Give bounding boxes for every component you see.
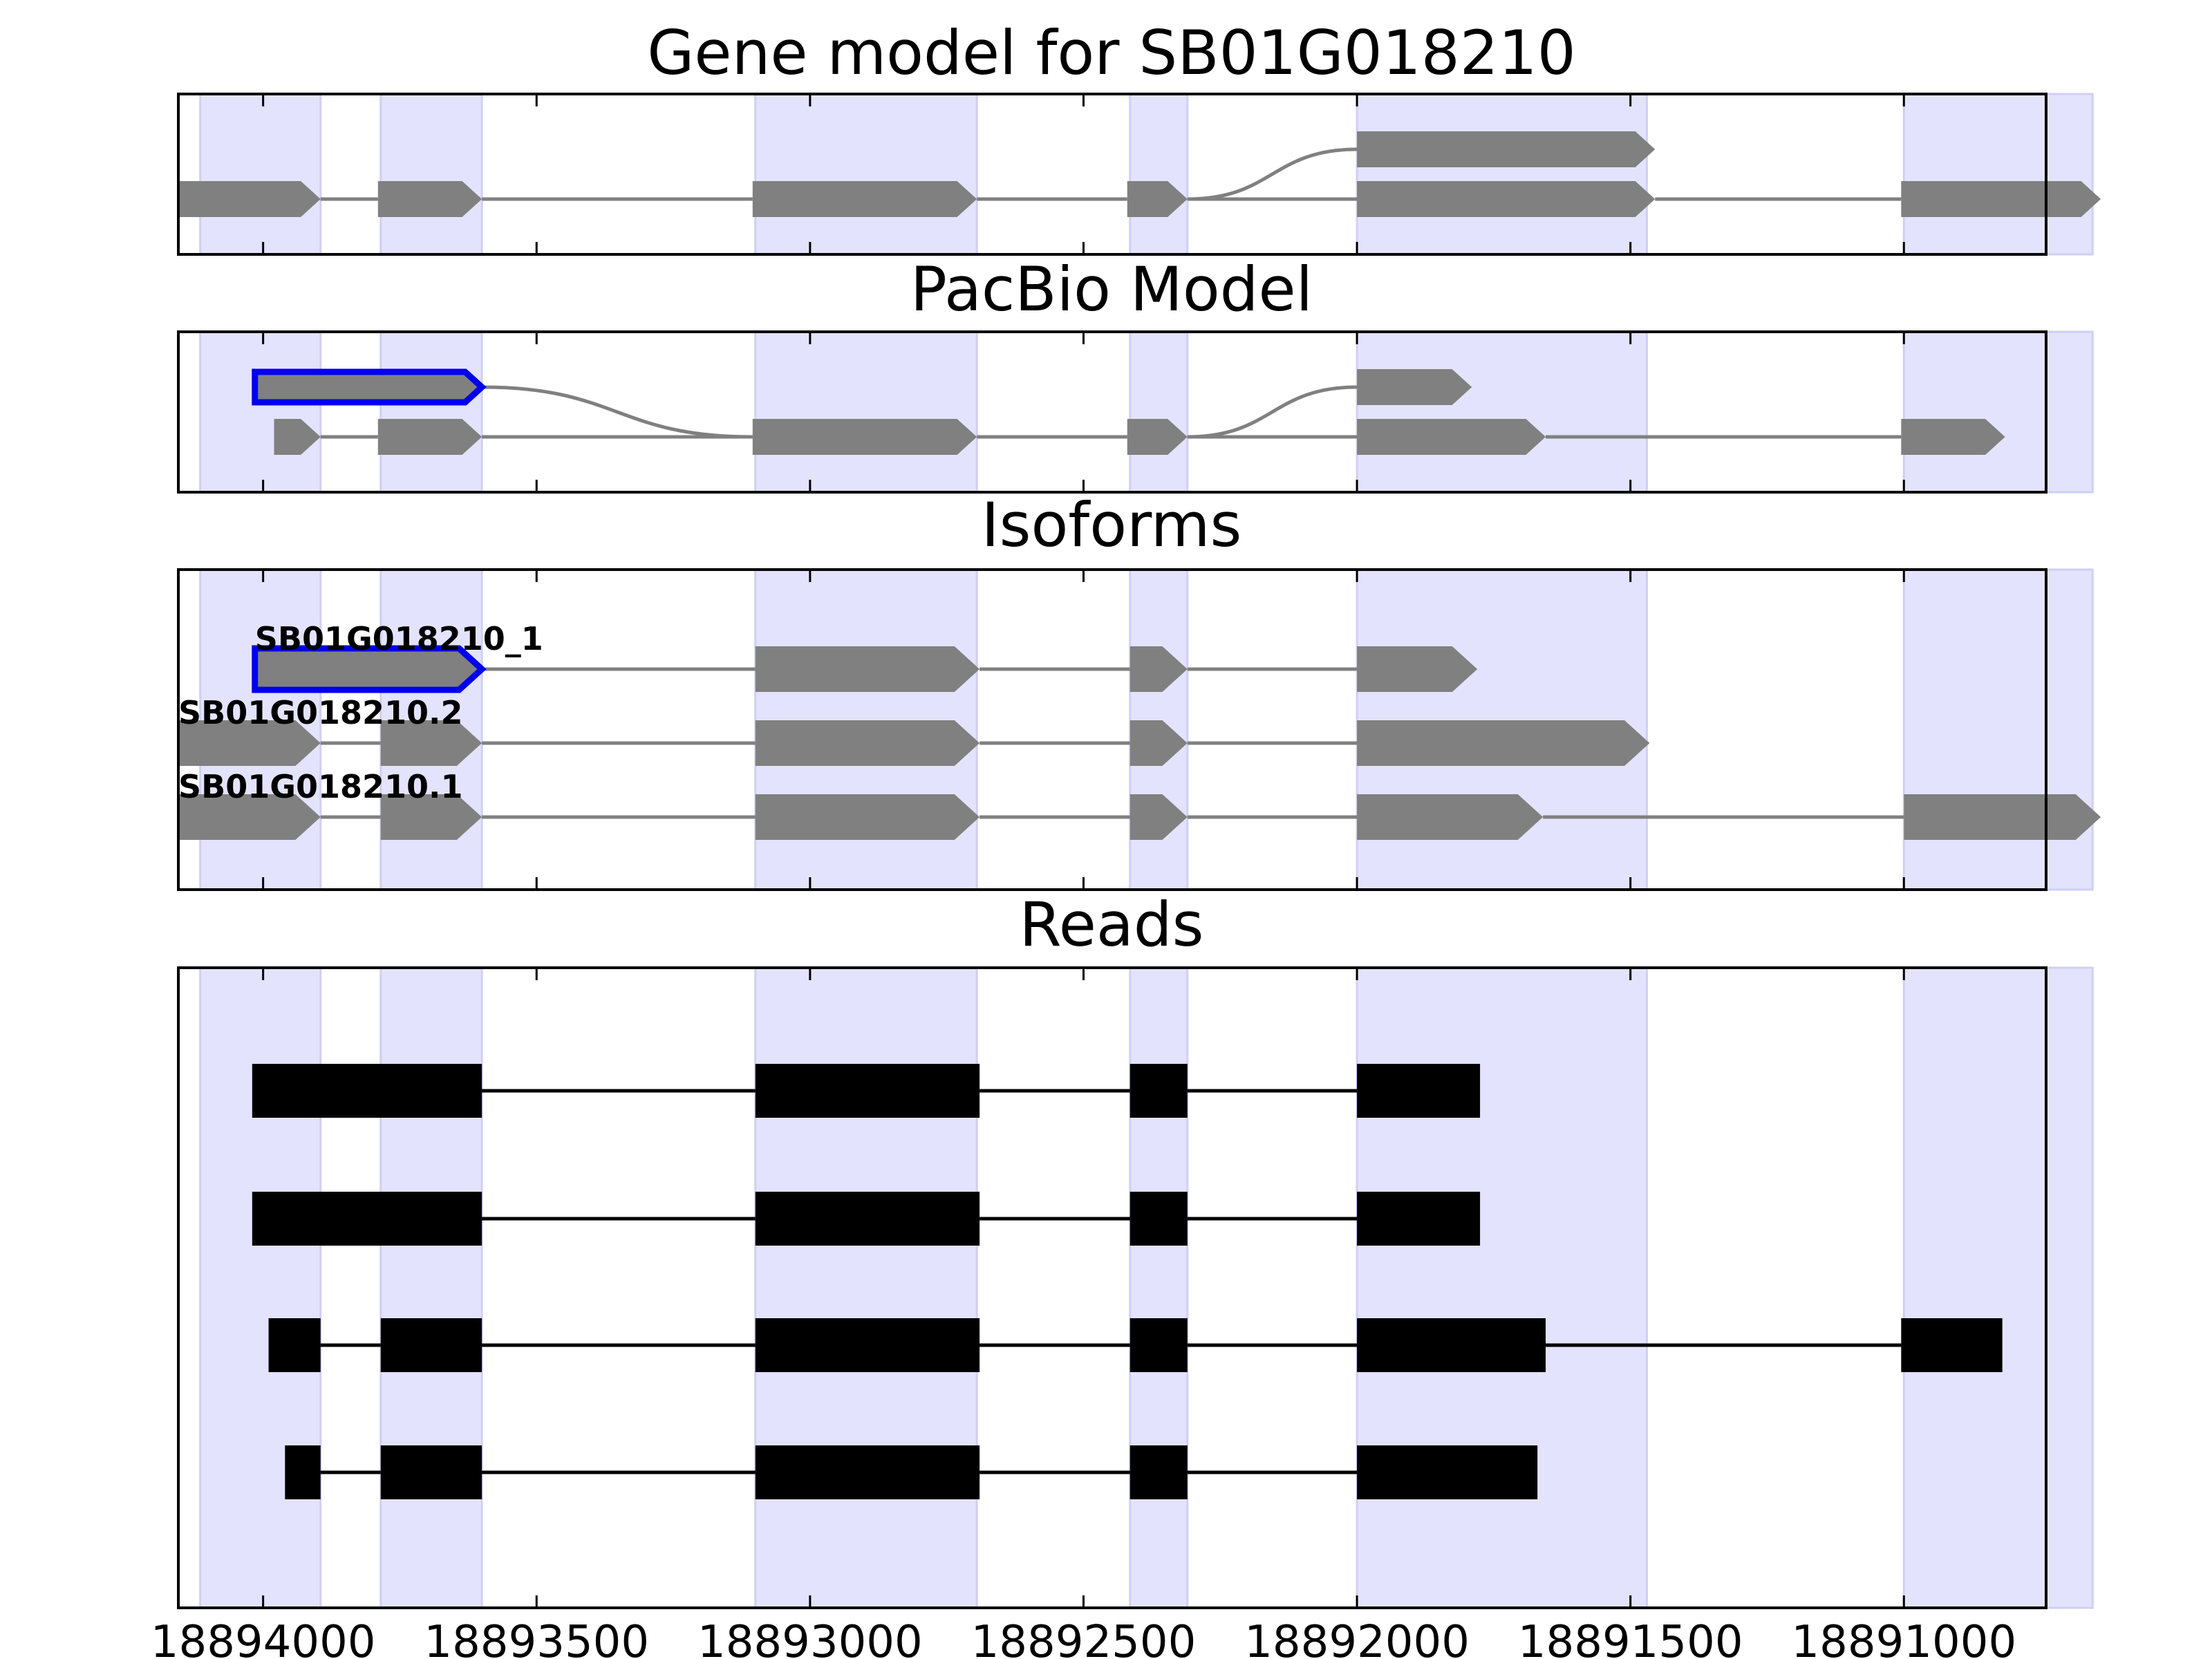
isoform-exon (380, 794, 482, 840)
gene-model-exon (1357, 181, 1656, 217)
panel-title-reads: Reads (1020, 889, 1204, 960)
pacbio-exon (274, 419, 321, 455)
panel-title-isoforms: Isoforms (982, 489, 1242, 561)
exon-region-1-4 (1356, 330, 1648, 494)
gene-model-exon (178, 181, 321, 217)
gene-model-exon (1127, 181, 1188, 217)
gene-model-exon (377, 181, 482, 217)
read-exon-block (755, 1318, 980, 1372)
pacbio-branch-connector (1187, 385, 1358, 439)
isoform-exon (1130, 720, 1188, 766)
gene-model-exon (1901, 181, 2101, 217)
gene-model-alt-exon (1357, 131, 1656, 167)
isoform-exon (1357, 646, 1478, 692)
exon-region-1-3 (1129, 330, 1189, 494)
read-exon-block (252, 1192, 482, 1246)
read-exon-block (1901, 1318, 2003, 1372)
exon-region-1-2 (754, 330, 978, 494)
panel-frame-1 (177, 330, 2047, 494)
exon-region-3-5 (1902, 966, 2094, 1609)
read-exon-block (1357, 1445, 1538, 1499)
x-tick-label: 18892000 (1244, 1617, 1470, 1659)
pacbio-highlighted-exon (252, 368, 487, 406)
read-exon-block (1130, 1445, 1188, 1499)
isoform-exon (755, 720, 980, 766)
read-exon-block (380, 1445, 482, 1499)
isoform-exon (380, 720, 482, 766)
read-exon-block (1357, 1192, 1481, 1246)
plot-layer: SB01G018210_1 SB01G018210.2 SB01G018210.1 1… (151, 93, 2101, 1659)
exon-region-3-0 (199, 966, 322, 1609)
pacbio-alt-exon (1357, 369, 1472, 405)
isoform-exon (1130, 646, 1188, 692)
isoform-exon (178, 720, 321, 766)
pacbio-highlight-connector (482, 385, 753, 439)
isoform-exon (1357, 720, 1650, 766)
exon-region-0-5 (1902, 93, 2094, 256)
x-tick-label: 18892500 (971, 1617, 1197, 1659)
read-exon-block (1357, 1064, 1481, 1118)
exon-region-1-0 (199, 330, 322, 494)
pacbio-exon (1127, 419, 1188, 455)
isoform-label: SB01G018210.1 (178, 768, 462, 805)
x-tick-label: 18894000 (151, 1617, 376, 1659)
x-tick-label: 18893500 (424, 1617, 649, 1659)
panel-frame-0 (177, 93, 2047, 256)
exon-region-0-0 (199, 93, 322, 256)
x-tick-label: 18893000 (697, 1617, 923, 1659)
read-exon-block (268, 1318, 321, 1372)
pacbio-exon (1357, 419, 1546, 455)
exon-region-3-1 (379, 966, 483, 1609)
isoform-label: SB01G018210.2 (178, 694, 462, 731)
read-exon-block (380, 1318, 482, 1372)
exon-region-0-1 (379, 93, 483, 256)
panel-title-gene-model: Gene model for SB01G018210 (647, 17, 1576, 88)
read-exon-block (1357, 1318, 1546, 1372)
x-tick-label: 18891500 (1518, 1617, 1743, 1659)
isoform-exon (1904, 794, 2101, 840)
isoform-exon (1357, 794, 1544, 840)
pacbio-exon (377, 419, 482, 455)
read-exon-block (755, 1064, 980, 1118)
gene-model-branch-connector (1187, 147, 1358, 201)
exon-region-0-4 (1356, 93, 1648, 256)
isoform-exon (755, 646, 980, 692)
read-exon-block (285, 1445, 321, 1499)
exon-region-0-2 (754, 93, 978, 256)
exon-region-3-3 (1129, 966, 1189, 1609)
pacbio-exon (1901, 419, 2005, 455)
isoform-label: SB01G018210_1 (255, 620, 543, 657)
exon-region-0-3 (1129, 93, 1189, 256)
panel-title-pacbio-model: PacBio Model (910, 254, 1313, 325)
read-exon-block (1130, 1318, 1188, 1372)
isoform-exon (755, 794, 980, 840)
panel-frame-3 (177, 966, 2047, 1609)
read-exon-block (755, 1445, 980, 1499)
pacbio-exon (752, 419, 977, 455)
read-exon-block (1130, 1192, 1188, 1246)
isoform-exon (178, 794, 321, 840)
read-exon-block (755, 1192, 980, 1246)
exon-region-3-4 (1356, 966, 1648, 1609)
exon-region-2-5 (1902, 568, 2094, 891)
exon-region-3-2 (754, 966, 978, 1609)
exon-region-1-1 (379, 330, 483, 494)
panel-frame-2 (177, 568, 2047, 891)
isoform-exon (1130, 794, 1188, 840)
x-tick-label: 18891000 (1791, 1617, 2016, 1659)
isoform-exon (252, 645, 487, 693)
exon-region-1-5 (1902, 330, 2094, 494)
read-exon-block (252, 1064, 482, 1118)
read-exon-block (1130, 1064, 1188, 1118)
gene-model-exon (752, 181, 977, 217)
